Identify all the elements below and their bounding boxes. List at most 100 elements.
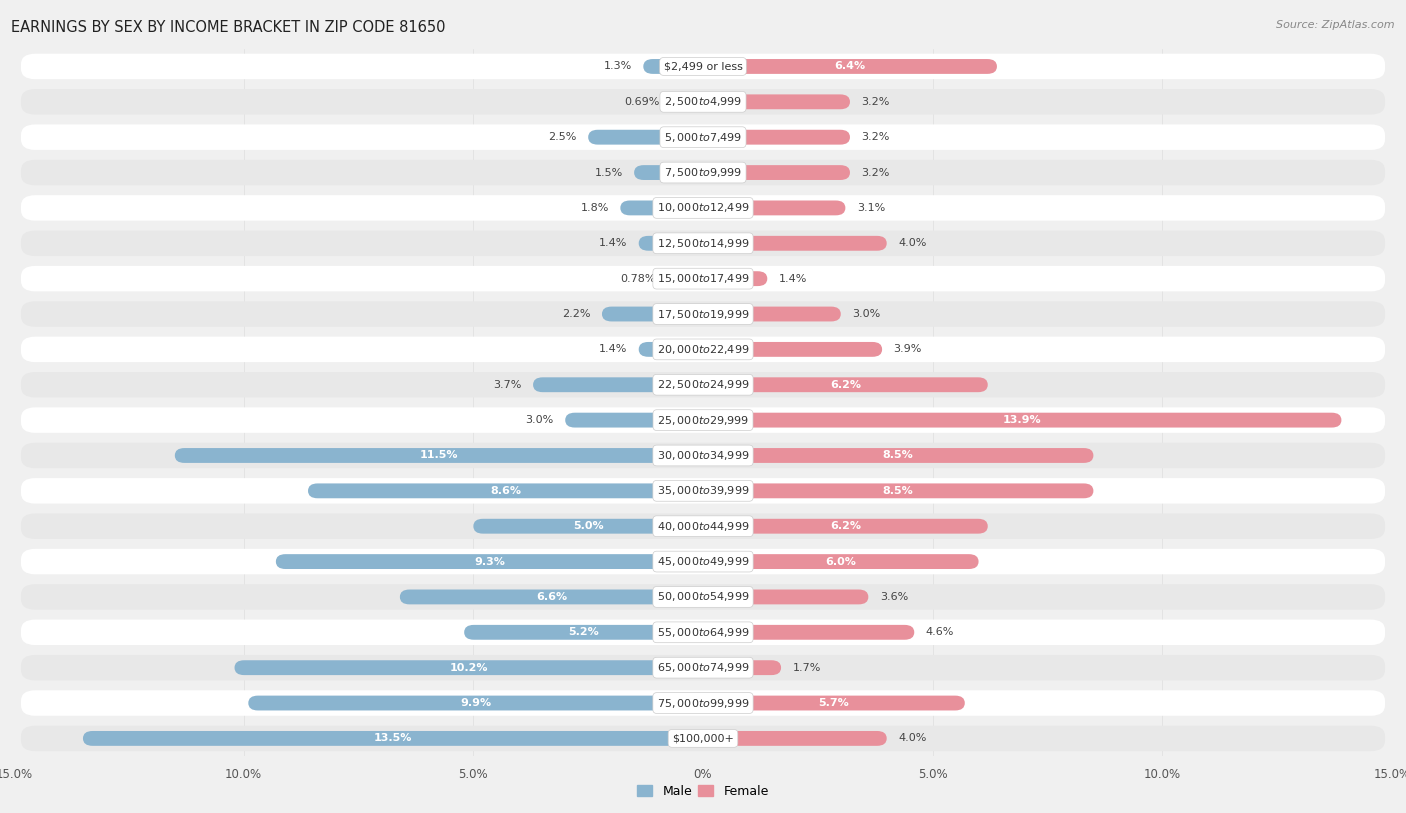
FancyBboxPatch shape bbox=[21, 655, 1385, 680]
FancyBboxPatch shape bbox=[21, 372, 1385, 398]
FancyBboxPatch shape bbox=[703, 731, 887, 746]
Text: 1.8%: 1.8% bbox=[581, 203, 609, 213]
FancyBboxPatch shape bbox=[276, 554, 703, 569]
FancyBboxPatch shape bbox=[703, 519, 988, 533]
Text: $2,500 to $4,999: $2,500 to $4,999 bbox=[664, 95, 742, 108]
Text: 3.0%: 3.0% bbox=[852, 309, 880, 319]
FancyBboxPatch shape bbox=[703, 272, 768, 286]
Text: 2.5%: 2.5% bbox=[548, 133, 576, 142]
FancyBboxPatch shape bbox=[703, 448, 1094, 463]
FancyBboxPatch shape bbox=[634, 165, 703, 180]
Text: 13.9%: 13.9% bbox=[1002, 415, 1042, 425]
FancyBboxPatch shape bbox=[703, 554, 979, 569]
FancyBboxPatch shape bbox=[703, 94, 851, 109]
FancyBboxPatch shape bbox=[703, 660, 782, 675]
FancyBboxPatch shape bbox=[703, 201, 845, 215]
Text: $30,000 to $34,999: $30,000 to $34,999 bbox=[657, 449, 749, 462]
FancyBboxPatch shape bbox=[703, 413, 1341, 428]
FancyBboxPatch shape bbox=[399, 589, 703, 604]
FancyBboxPatch shape bbox=[703, 377, 988, 392]
Text: 6.2%: 6.2% bbox=[830, 380, 860, 389]
Text: $25,000 to $29,999: $25,000 to $29,999 bbox=[657, 414, 749, 427]
FancyBboxPatch shape bbox=[21, 89, 1385, 115]
FancyBboxPatch shape bbox=[21, 124, 1385, 150]
FancyBboxPatch shape bbox=[638, 342, 703, 357]
FancyBboxPatch shape bbox=[21, 195, 1385, 220]
Text: 8.5%: 8.5% bbox=[883, 486, 914, 496]
Text: $7,500 to $9,999: $7,500 to $9,999 bbox=[664, 166, 742, 179]
FancyBboxPatch shape bbox=[638, 236, 703, 250]
Text: 6.0%: 6.0% bbox=[825, 557, 856, 567]
Text: Source: ZipAtlas.com: Source: ZipAtlas.com bbox=[1277, 20, 1395, 30]
FancyBboxPatch shape bbox=[21, 266, 1385, 291]
FancyBboxPatch shape bbox=[174, 448, 703, 463]
FancyBboxPatch shape bbox=[703, 236, 887, 250]
FancyBboxPatch shape bbox=[21, 407, 1385, 433]
FancyBboxPatch shape bbox=[21, 690, 1385, 715]
FancyBboxPatch shape bbox=[474, 519, 703, 533]
FancyBboxPatch shape bbox=[21, 302, 1385, 327]
Text: 1.5%: 1.5% bbox=[595, 167, 623, 177]
FancyBboxPatch shape bbox=[249, 696, 703, 711]
Legend: Male, Female: Male, Female bbox=[633, 780, 773, 803]
Text: 10.2%: 10.2% bbox=[450, 663, 488, 672]
FancyBboxPatch shape bbox=[703, 165, 851, 180]
Text: EARNINGS BY SEX BY INCOME BRACKET IN ZIP CODE 81650: EARNINGS BY SEX BY INCOME BRACKET IN ZIP… bbox=[11, 20, 446, 35]
Text: 8.5%: 8.5% bbox=[883, 450, 914, 460]
Text: 6.6%: 6.6% bbox=[536, 592, 567, 602]
Text: 13.5%: 13.5% bbox=[374, 733, 412, 743]
Text: $40,000 to $44,999: $40,000 to $44,999 bbox=[657, 520, 749, 533]
FancyBboxPatch shape bbox=[21, 443, 1385, 468]
Text: $75,000 to $99,999: $75,000 to $99,999 bbox=[657, 697, 749, 710]
Text: 3.7%: 3.7% bbox=[494, 380, 522, 389]
FancyBboxPatch shape bbox=[464, 625, 703, 640]
Text: $5,000 to $7,499: $5,000 to $7,499 bbox=[664, 131, 742, 144]
Text: 4.0%: 4.0% bbox=[898, 238, 927, 248]
Text: 3.1%: 3.1% bbox=[856, 203, 886, 213]
FancyBboxPatch shape bbox=[235, 660, 703, 675]
Text: 4.0%: 4.0% bbox=[898, 733, 927, 743]
Text: 8.6%: 8.6% bbox=[491, 486, 522, 496]
Text: 1.7%: 1.7% bbox=[793, 663, 821, 672]
FancyBboxPatch shape bbox=[565, 413, 703, 428]
FancyBboxPatch shape bbox=[671, 94, 703, 109]
FancyBboxPatch shape bbox=[703, 484, 1094, 498]
Text: 3.6%: 3.6% bbox=[880, 592, 908, 602]
FancyBboxPatch shape bbox=[668, 272, 703, 286]
FancyBboxPatch shape bbox=[703, 696, 965, 711]
FancyBboxPatch shape bbox=[21, 160, 1385, 185]
Text: $2,499 or less: $2,499 or less bbox=[664, 62, 742, 72]
FancyBboxPatch shape bbox=[602, 307, 703, 321]
Text: $17,500 to $19,999: $17,500 to $19,999 bbox=[657, 307, 749, 320]
Text: 6.2%: 6.2% bbox=[830, 521, 860, 531]
FancyBboxPatch shape bbox=[703, 625, 914, 640]
FancyBboxPatch shape bbox=[21, 337, 1385, 362]
FancyBboxPatch shape bbox=[21, 585, 1385, 610]
Text: 3.9%: 3.9% bbox=[894, 345, 922, 354]
Text: 1.4%: 1.4% bbox=[779, 274, 807, 284]
Text: $100,000+: $100,000+ bbox=[672, 733, 734, 743]
FancyBboxPatch shape bbox=[703, 589, 869, 604]
Text: 5.7%: 5.7% bbox=[818, 698, 849, 708]
Text: 0.78%: 0.78% bbox=[620, 274, 655, 284]
Text: $35,000 to $39,999: $35,000 to $39,999 bbox=[657, 485, 749, 498]
Text: 1.4%: 1.4% bbox=[599, 345, 627, 354]
FancyBboxPatch shape bbox=[21, 478, 1385, 503]
Text: $65,000 to $74,999: $65,000 to $74,999 bbox=[657, 661, 749, 674]
FancyBboxPatch shape bbox=[644, 59, 703, 74]
Text: 4.6%: 4.6% bbox=[925, 628, 955, 637]
FancyBboxPatch shape bbox=[703, 59, 997, 74]
Text: 9.3%: 9.3% bbox=[474, 557, 505, 567]
FancyBboxPatch shape bbox=[703, 307, 841, 321]
FancyBboxPatch shape bbox=[83, 731, 703, 746]
FancyBboxPatch shape bbox=[308, 484, 703, 498]
Text: $10,000 to $12,499: $10,000 to $12,499 bbox=[657, 202, 749, 215]
Text: $12,500 to $14,999: $12,500 to $14,999 bbox=[657, 237, 749, 250]
FancyBboxPatch shape bbox=[21, 514, 1385, 539]
Text: 5.2%: 5.2% bbox=[568, 628, 599, 637]
Text: $45,000 to $49,999: $45,000 to $49,999 bbox=[657, 555, 749, 568]
Text: $22,500 to $24,999: $22,500 to $24,999 bbox=[657, 378, 749, 391]
Text: 9.9%: 9.9% bbox=[460, 698, 491, 708]
Text: 3.2%: 3.2% bbox=[862, 97, 890, 107]
Text: 3.0%: 3.0% bbox=[526, 415, 554, 425]
